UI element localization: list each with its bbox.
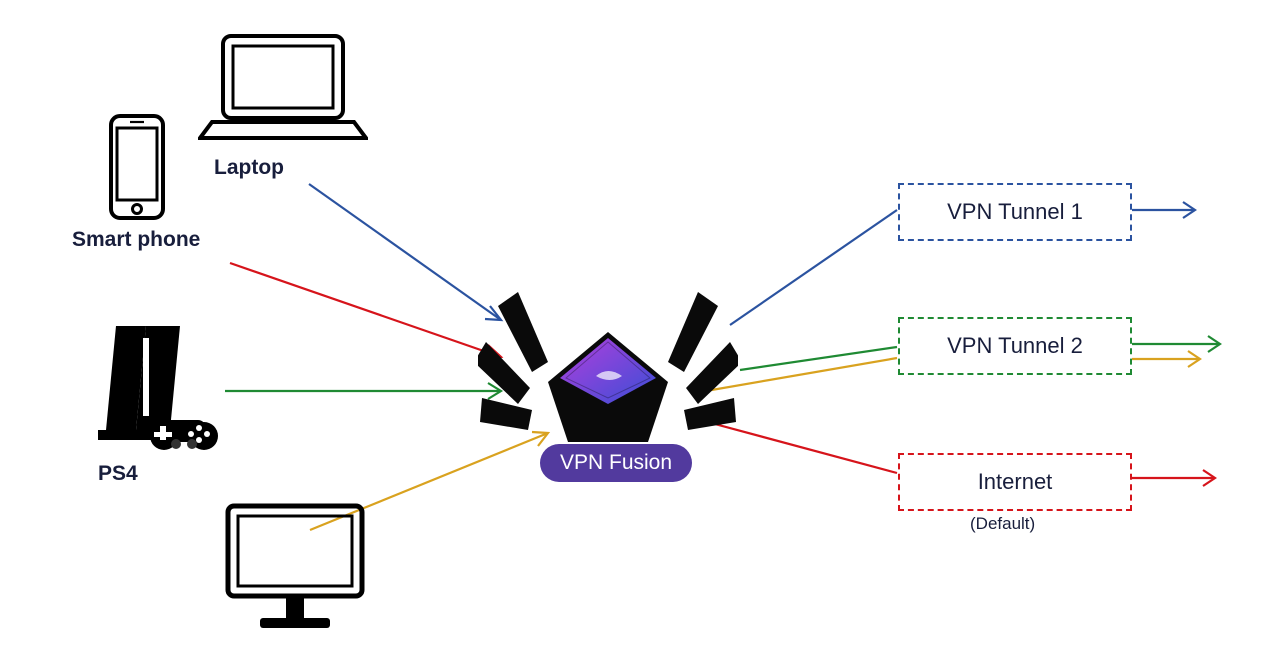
smartphone-icon	[106, 112, 168, 227]
laptop-label: Laptop	[214, 156, 284, 180]
line-ps4-router	[225, 383, 501, 399]
vpn-tunnel-2-box: VPN Tunnel 2	[898, 317, 1132, 375]
smartphone-label: Smart phone	[72, 228, 200, 252]
arrow-tunnel1-out	[1132, 202, 1195, 218]
monitor-icon	[220, 498, 370, 643]
vpn-tunnel-1-box: VPN Tunnel 1	[898, 183, 1132, 241]
internet-label: Internet	[978, 469, 1053, 495]
arrow-tunnel2-out-yellow	[1132, 351, 1200, 367]
vpn-fusion-badge: VPN Fusion	[540, 444, 692, 482]
line-router-tunnel2	[740, 347, 897, 370]
vpn-fusion-label: VPN Fusion	[560, 451, 672, 474]
arrow-internet-out	[1132, 470, 1215, 486]
internet-box: Internet	[898, 453, 1132, 511]
vpn-tunnel-1-label: VPN Tunnel 1	[947, 199, 1083, 225]
line-phone-router	[230, 263, 501, 360]
internet-sublabel: (Default)	[970, 514, 1035, 534]
vpn-tunnel-2-label: VPN Tunnel 2	[947, 333, 1083, 359]
ps4-label: PS4	[98, 462, 138, 486]
line-router-tunnel1	[730, 210, 897, 325]
ps4-icon	[88, 318, 218, 463]
arrow-tunnel2-out-green	[1132, 336, 1220, 352]
laptop-icon	[198, 30, 368, 155]
